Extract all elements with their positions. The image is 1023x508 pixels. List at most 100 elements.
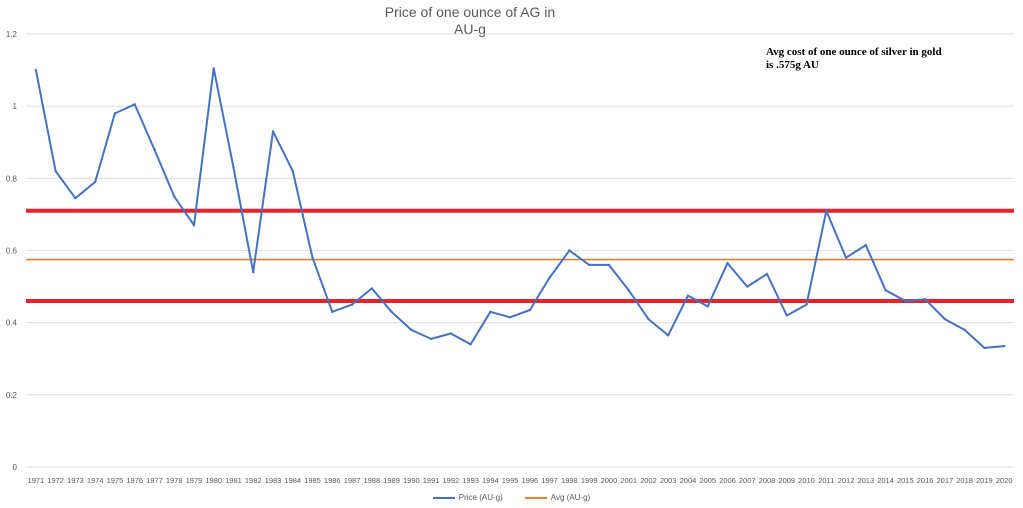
price-point (74, 196, 77, 200)
y-tick-label: 0.6 (6, 247, 18, 256)
x-tick-label: 1993 (462, 476, 479, 485)
legend-item-avg: Avg (AU-g) (524, 493, 591, 502)
price-point (706, 305, 709, 308)
price-point (331, 310, 334, 314)
price-point (686, 294, 690, 297)
x-tick-label: 2005 (699, 476, 716, 485)
x-tick-label: 1972 (47, 476, 64, 485)
x-tick-label: 1997 (541, 476, 558, 485)
x-tick-label: 1971 (28, 476, 45, 485)
price-point (923, 298, 927, 301)
price-point (667, 334, 670, 337)
x-tick-label: 1973 (67, 476, 84, 485)
price-point (785, 314, 788, 317)
x-tick-label: 2002 (640, 476, 657, 485)
price-point (54, 169, 57, 173)
x-tick-label: 2010 (798, 476, 815, 485)
price-point (884, 288, 887, 292)
price-point (350, 303, 354, 306)
x-tick-label: 1984 (284, 476, 301, 485)
price-point (627, 288, 630, 292)
price-point (34, 68, 38, 72)
price-point (449, 332, 453, 335)
price-point (271, 130, 275, 133)
price-point (844, 256, 848, 259)
price-point (93, 180, 97, 184)
x-tick-label: 1981 (225, 476, 242, 485)
x-tick-label: 2006 (719, 476, 736, 485)
x-tick-label: 1998 (561, 476, 578, 485)
x-tick-label: 2019 (976, 476, 993, 485)
price-point (410, 328, 413, 332)
price-point (568, 249, 571, 252)
price-point (192, 224, 196, 227)
chart-title-line1: Price of one ounce of AG in (384, 4, 556, 20)
y-tick-label: 0.8 (6, 174, 18, 183)
chart-annotation: Avg cost of one ounce of silver in gold … (766, 46, 986, 72)
x-tick-label: 2013 (857, 476, 874, 485)
x-tick-label: 2008 (759, 476, 776, 485)
x-tick-label: 1999 (581, 476, 598, 485)
price-series-line (34, 67, 1006, 349)
price-point (212, 67, 215, 70)
x-tick-label: 1974 (87, 476, 104, 485)
price-point (528, 308, 532, 312)
x-tick-label: 1989 (383, 476, 400, 485)
chart-title-line2: AU-g (454, 21, 486, 37)
price-point (607, 263, 611, 267)
legend-swatch-avg (524, 496, 547, 499)
x-tick-label: 1985 (304, 476, 321, 485)
price-point (153, 148, 156, 151)
x-tick-label: 1978 (166, 476, 183, 485)
legend-label-avg: Avg (AU-g) (550, 493, 591, 502)
x-tick-label: 1987 (344, 476, 361, 485)
price-point (765, 272, 769, 276)
x-tick-label: 1980 (205, 476, 222, 485)
annotation-line1: Avg cost of one ounce of silver in gold (766, 46, 942, 58)
price-point (133, 103, 136, 106)
price-point (864, 243, 867, 247)
price-point (232, 166, 235, 169)
price-point (173, 195, 176, 198)
price-point (291, 169, 294, 173)
y-tick-label: 0.4 (6, 319, 18, 328)
legend-swatch-price (432, 496, 455, 499)
x-tick-label: 1988 (363, 476, 380, 485)
price-point (252, 270, 255, 274)
x-tick-label: 2020 (996, 476, 1013, 485)
x-tick-label: 2004 (680, 476, 697, 485)
x-tick-label: 2001 (620, 476, 637, 485)
x-tick-label: 1996 (522, 476, 539, 485)
price-point (548, 276, 551, 279)
price-point (311, 256, 314, 259)
price-point (390, 310, 393, 314)
x-tick-label: 2017 (936, 476, 953, 485)
price-point (963, 328, 966, 332)
y-tick-label: 1.2 (6, 30, 18, 39)
x-tick-label: 1995 (502, 476, 519, 485)
price-point (647, 317, 650, 321)
annotation-line2: is .575g AU (766, 59, 819, 71)
price-point (904, 299, 907, 303)
x-tick-label: 2009 (778, 476, 795, 485)
x-tick-label: 2011 (818, 476, 834, 485)
x-tick-label: 2003 (660, 476, 677, 485)
x-tick-label: 1994 (482, 476, 499, 485)
x-tick-label: 1976 (126, 476, 143, 485)
x-tick-label: 2000 (601, 476, 618, 485)
x-tick-label: 1975 (107, 476, 124, 485)
price-point (825, 209, 828, 213)
x-tick-label: 1990 (403, 476, 420, 485)
legend-item-price: Price (AU-g) (432, 493, 503, 502)
price-point (508, 316, 512, 319)
y-tick-label: 0.2 (6, 391, 18, 400)
legend-label-price: Price (AU-g) (458, 493, 503, 502)
price-point (370, 287, 373, 290)
price-point (469, 343, 472, 346)
x-tick-label: 2015 (897, 476, 914, 485)
price-point (1002, 344, 1006, 348)
price-point (805, 303, 808, 306)
price-point (429, 337, 433, 341)
x-tick-label: 2018 (956, 476, 973, 485)
